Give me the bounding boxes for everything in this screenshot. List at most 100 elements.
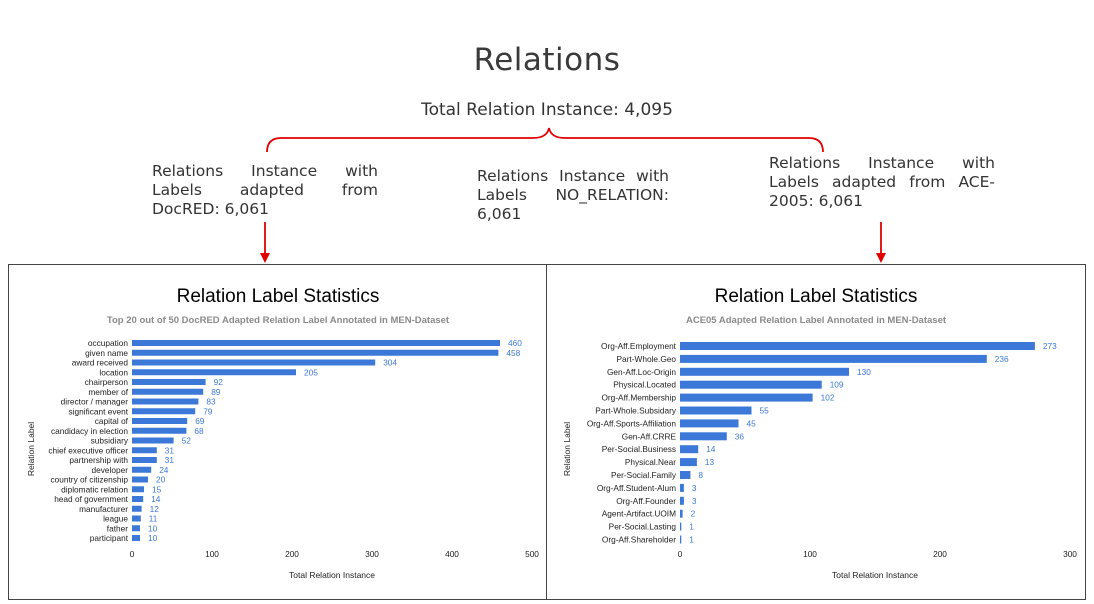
category-label: Org-Aff.Membership [601, 393, 676, 403]
chart-panel-docred: Relation Label Statistics Top 20 out of 5… [8, 264, 548, 600]
bar [132, 418, 188, 424]
category-label: diplomatic relation [61, 484, 128, 494]
chart-title: Relation Label Statistics [177, 286, 380, 307]
arrow-left-head [260, 253, 270, 263]
bar [132, 447, 157, 454]
curly-brace [266, 127, 824, 153]
category-label: Per-Social.Family [611, 470, 677, 480]
value-label: 11 [149, 514, 158, 524]
bar [132, 340, 500, 346]
bar [680, 406, 752, 415]
category-label: Per-Social.Business [602, 444, 676, 454]
x-tick-label: 100 [803, 549, 817, 559]
category-label: league [103, 514, 128, 524]
bar-chart-ace05: Relation Label Statistics ACE05 Adapted R… [562, 286, 1077, 580]
bar [132, 515, 141, 522]
x-tick-label: 500 [525, 549, 539, 559]
bar [132, 437, 174, 444]
value-label: 10 [148, 533, 158, 543]
x-tick-label: 100 [205, 549, 219, 559]
chart-subtitle: ACE05 Adapted Relation Label Annotated i… [686, 315, 947, 326]
category-label: manufacturer [79, 504, 128, 514]
category-label: Part-Whole.Geo [617, 354, 677, 364]
bar [132, 379, 206, 385]
category-label: Gen-Aff.Loc-Origin [607, 367, 676, 377]
value-label: 130 [857, 367, 871, 377]
value-label: 20 [156, 475, 166, 485]
arrow-right-head [876, 253, 886, 263]
bar [132, 369, 296, 376]
value-label: 92 [214, 377, 224, 387]
value-label: 10 [148, 523, 158, 533]
category-label: head of government [54, 494, 128, 504]
value-label: 14 [706, 444, 716, 454]
category-label: Org-Aff.Founder [616, 496, 676, 506]
value-label: 205 [304, 367, 318, 377]
value-label: 15 [152, 484, 162, 494]
value-label: 45 [747, 418, 757, 428]
category-label: Physical.Located [613, 380, 676, 390]
category-label: director / manager [61, 397, 129, 407]
bar [132, 349, 499, 356]
bar [132, 505, 142, 512]
value-label: 13 [705, 457, 715, 467]
value-label: 304 [383, 358, 397, 368]
category-label: award received [72, 358, 129, 368]
bar [680, 342, 1035, 350]
bar [680, 522, 682, 531]
annotation-ace2005: Relations Instance with Labels adapted f… [769, 154, 995, 210]
category-label: country of citizenship [51, 475, 129, 485]
value-label: 31 [165, 445, 175, 455]
value-label: 36 [735, 431, 745, 441]
value-label: 24 [159, 465, 169, 475]
value-label: 2 [691, 509, 696, 519]
value-label: 89 [211, 387, 221, 397]
value-label: 460 [508, 338, 522, 348]
total-relation-label: Total Relation Instance: 4,095 [421, 100, 673, 120]
value-label: 69 [195, 416, 205, 426]
x-tick-label: 200 [933, 549, 947, 559]
bar [132, 359, 376, 366]
bar-chart-docred: Relation Label Statistics Top 20 out of 5… [26, 286, 539, 580]
y-axis-label: Relation Label [26, 422, 36, 476]
bar [132, 457, 157, 463]
category-label: participant [90, 533, 129, 543]
chart-title: Relation Label Statistics [715, 286, 918, 307]
bar [132, 525, 140, 532]
bar [132, 535, 140, 541]
bar [680, 471, 691, 479]
bar [680, 354, 987, 363]
bar [132, 496, 144, 502]
bar [132, 466, 152, 473]
value-label: 102 [821, 393, 835, 403]
value-label: 14 [151, 494, 161, 504]
x-tick-label: 0 [130, 549, 135, 559]
value-label: 83 [206, 397, 216, 407]
category-label: Agent-Artifact.UOIM [602, 509, 676, 519]
value-label: 12 [150, 504, 160, 514]
value-label: 273 [1043, 341, 1057, 351]
value-label: 8 [698, 470, 703, 480]
annotation-docred: Relations Instance with Labels adapted f… [152, 162, 378, 218]
chart-subtitle: Top 20 out of 50 DocRED Adapted Relation… [107, 315, 450, 326]
annotation-no-relation: Relations Instance with Labels NO_RELATI… [477, 167, 669, 223]
bar [680, 380, 822, 389]
category-label: partnership with [69, 455, 128, 465]
value-label: 1 [689, 522, 694, 532]
category-label: location [99, 367, 128, 377]
x-tick-label: 300 [365, 549, 379, 559]
category-label: Part-Whole.Subsidary [595, 406, 677, 416]
category-label: occupation [88, 338, 129, 348]
bar [680, 496, 684, 505]
bar [680, 509, 683, 518]
value-label: 1 [689, 535, 694, 545]
bar [132, 398, 199, 405]
value-label: 109 [830, 380, 844, 390]
x-tick-label: 400 [445, 549, 459, 559]
x-axis-label: Total Relation Instance [832, 570, 918, 580]
category-label: chief executive officer [48, 445, 128, 455]
category-label: chairperson [85, 377, 129, 387]
bar [132, 476, 148, 483]
x-tick-label: 300 [1063, 549, 1077, 559]
y-axis-label: Relation Label [562, 422, 572, 476]
